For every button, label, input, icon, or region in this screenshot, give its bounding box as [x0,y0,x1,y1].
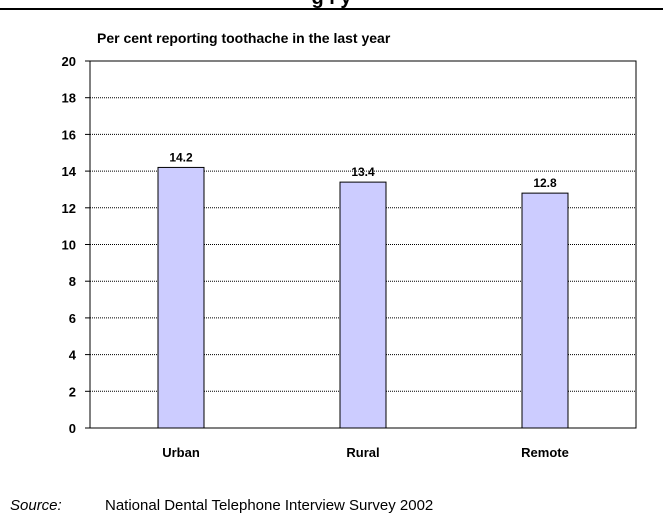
plot-frame [89,60,637,429]
x-tick-label: Urban [162,445,200,460]
y-tick-label: 12 [62,201,76,216]
y-tick-label: 10 [62,238,76,253]
y-tick-label: 2 [69,384,76,399]
bar [339,181,387,429]
x-axis-ticks: Urban Rural Remote [162,445,569,460]
bar [157,166,205,429]
y-tick-label: 0 [69,421,76,436]
source-label: Source: [10,497,62,514]
y-axis-ticks: 0 2 4 6 8 10 12 14 16 18 20 [62,54,90,436]
source-note: Source: National Dental Telephone Intervi… [10,497,433,514]
y-tick-label: 14 [62,164,77,179]
source-text: National Dental Telephone Interview Surv… [105,497,434,514]
y-tick-label: 6 [69,311,76,326]
y-tick-label: 16 [62,127,76,142]
y-tick-label: 4 [69,348,77,363]
y-tick-label: 20 [62,54,76,69]
x-tick-label: Remote [521,445,569,460]
y-tick-label: 18 [62,91,76,106]
bars: 14.2 13.4 12.8 [157,150,569,429]
data-label: 14.2 [169,150,193,164]
x-tick-label: Rural [346,445,379,460]
y-tick-label: 8 [69,274,76,289]
top-title-strip: g l y [0,0,663,10]
chart-title: Per cent reporting toothache in the last… [97,30,391,46]
bar [521,192,569,429]
top-title-fragment: g l y [0,0,663,8]
data-label: 13.4 [351,165,375,179]
data-label: 12.8 [533,176,557,190]
